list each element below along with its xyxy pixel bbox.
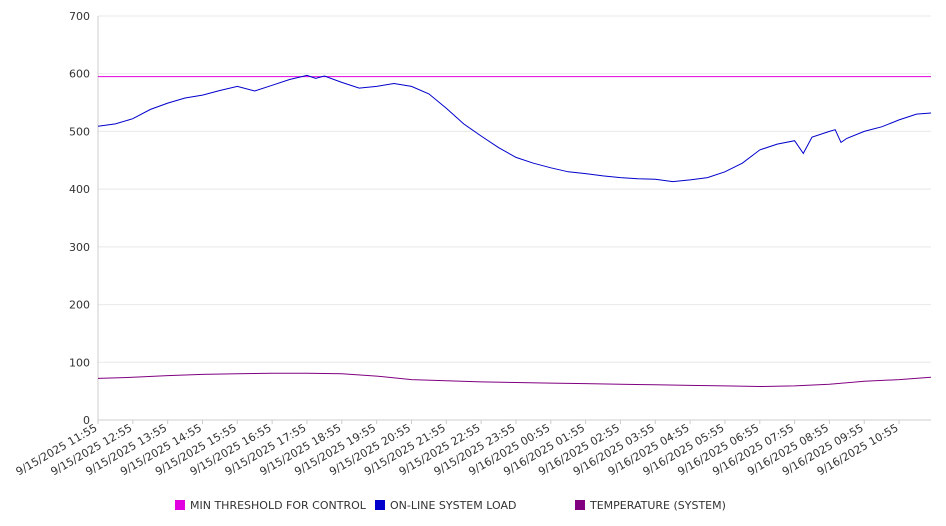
y-axis-ticks: 0 100 200 300 400 500 600 700	[69, 10, 90, 427]
x-axis-ticks: 9/15/2025 11:559/15/2025 12:559/15/2025 …	[14, 420, 901, 478]
legend: MIN THRESHOLD FOR CONTROL ON-LINE SYSTEM …	[175, 499, 726, 512]
grid-lines	[98, 15, 931, 363]
series-line-3	[97, 372, 932, 388]
legend-swatch	[575, 500, 585, 510]
series-line-2	[97, 74, 932, 183]
y-tick-label: 400	[69, 183, 90, 196]
y-tick-label: 300	[69, 241, 90, 254]
legend-swatch	[375, 500, 385, 510]
y-tick-label: 700	[69, 10, 90, 23]
y-tick-label: 100	[69, 356, 90, 369]
legend-label: MIN THRESHOLD FOR CONTROL	[190, 499, 367, 512]
y-tick-label: 0	[83, 414, 90, 427]
y-tick-label: 500	[69, 125, 90, 138]
legend-label: ON-LINE SYSTEM LOAD	[390, 499, 516, 512]
y-tick-label: 200	[69, 299, 90, 312]
legend-swatch	[175, 500, 185, 510]
series-lines	[97, 74, 932, 388]
y-tick-label: 600	[69, 68, 90, 81]
legend-label: TEMPERATURE (SYSTEM)	[589, 499, 726, 512]
